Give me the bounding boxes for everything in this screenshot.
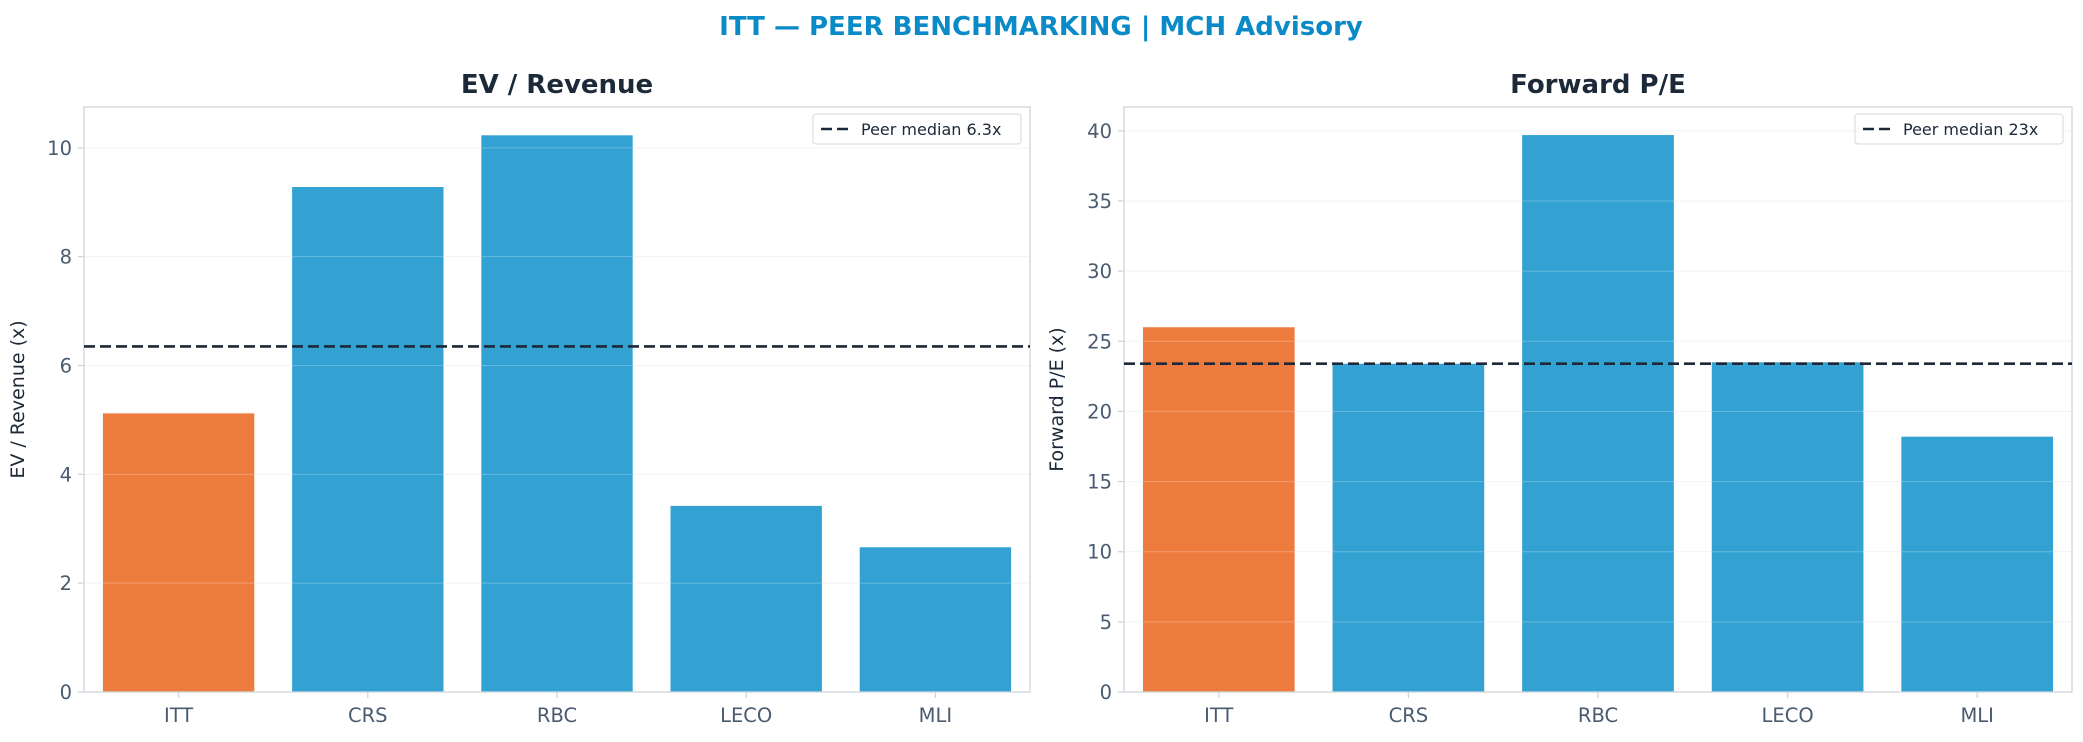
x-tick-label-leco: LECO	[720, 704, 772, 727]
x-tick-label-itt: ITT	[164, 704, 193, 727]
legend-box	[1854, 113, 2064, 145]
y-tick-label: 10	[47, 137, 72, 160]
x-tick-label-rbc: RBC	[537, 704, 577, 727]
legend: Peer median 23x	[1854, 113, 2064, 145]
y-tick-label: 40	[1087, 120, 1112, 143]
y-tick-label: 15	[1087, 471, 1112, 494]
bar-itt	[102, 413, 255, 692]
y-tick-label: 10	[1087, 541, 1112, 564]
y-tick-label: 35	[1087, 190, 1112, 213]
panel-title: Forward P/E	[1510, 70, 1686, 100]
y-tick-label: 20	[1087, 400, 1112, 423]
y-tick-label: 0	[1100, 681, 1112, 704]
y-tick-label: 5	[1100, 611, 1112, 634]
y-axis-label: Forward P/E (x)	[1046, 327, 1068, 471]
figure-title: ITT — PEER BENCHMARKING | MCH Advisory	[719, 12, 1363, 42]
chart-forward-pe: 0 5 10 15 20 25 30 35 40 ITT CRS RBC LECO MLI Forward …	[1046, 70, 2073, 727]
y-tick-label: 6	[60, 354, 72, 377]
legend-label: Peer median 6.3x	[861, 120, 1001, 139]
bar-rbc	[481, 135, 633, 692]
x-tick-label-mli: MLI	[1960, 704, 1993, 727]
bar-itt	[1142, 327, 1295, 692]
y-axis-label: EV / Revenue (x)	[7, 320, 29, 478]
x-tick-label-crs: CRS	[1389, 704, 1429, 727]
y-tick-label: 0	[60, 681, 72, 704]
x-tick-label-rbc: RBC	[1578, 704, 1618, 727]
bar-crs	[1332, 363, 1485, 692]
y-tick-label: 4	[60, 463, 72, 486]
panel-title: EV / Revenue	[461, 70, 653, 100]
x-tick-label-crs: CRS	[348, 704, 388, 727]
bar-rbc	[1522, 135, 1674, 692]
legend: Peer median 6.3x	[812, 113, 1022, 145]
y-tick-label: 2	[60, 572, 72, 595]
y-tick-label: 8	[60, 246, 72, 269]
legend-box	[812, 113, 1022, 145]
y-tick-label: 25	[1087, 330, 1112, 353]
bar-mli	[1901, 436, 2054, 692]
legend-label: Peer median 23x	[1903, 120, 2038, 139]
x-tick-label-mli: MLI	[919, 704, 952, 727]
bar-leco	[1711, 362, 1864, 692]
x-tick-label-leco: LECO	[1762, 704, 1814, 727]
x-tick-label-itt: ITT	[1204, 704, 1233, 727]
y-tick-label: 30	[1087, 260, 1112, 283]
bar-mli	[859, 547, 1012, 692]
bar-crs	[292, 186, 444, 692]
bar-leco	[670, 505, 822, 692]
chart-ev-revenue: 0 2 4 6 8 10 ITT CRS RBC LECO MLI EV / Revenue EV / …	[7, 70, 1031, 727]
